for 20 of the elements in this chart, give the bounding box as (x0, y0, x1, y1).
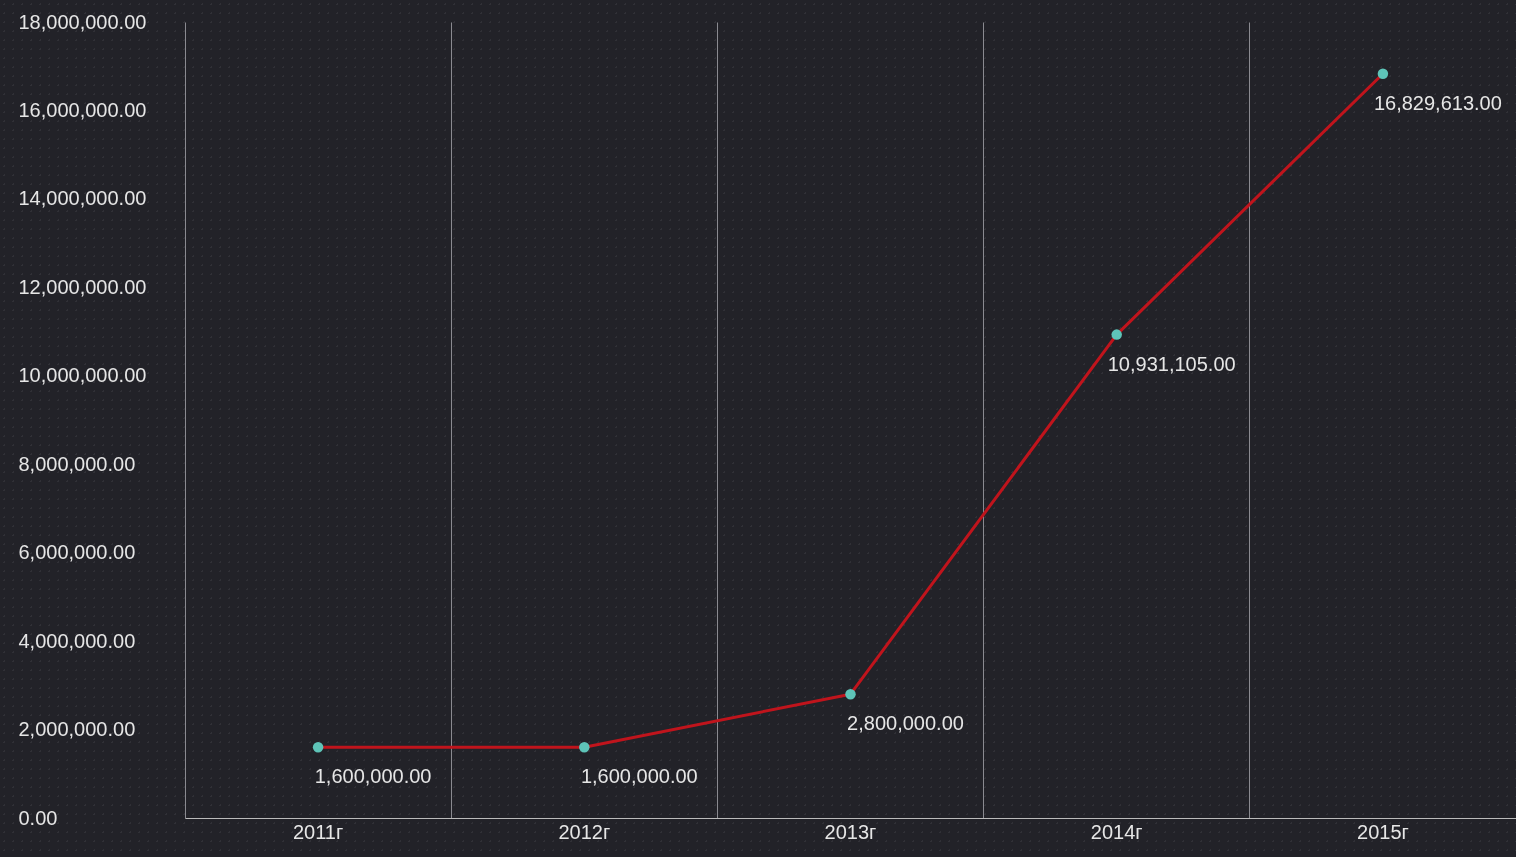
y-tick-label: 8,000,000.00 (18, 452, 136, 475)
y-tick-label: 12,000,000.00 (18, 275, 147, 298)
y-tick-label: 10,000,000.00 (18, 364, 147, 387)
data-label: 1,600,000.00 (314, 765, 432, 788)
y-tick-label: 16,000,000.00 (18, 98, 147, 121)
data-label: 16,829,613.00 (1373, 91, 1502, 114)
x-tick-label: 2013г (824, 820, 877, 843)
data-label: 10,931,105.00 (1107, 352, 1236, 375)
x-tick-label: 2015г (1357, 820, 1409, 843)
y-tick-label: 14,000,000.00 (18, 187, 147, 210)
data-label: 2,800,000.00 (847, 712, 964, 735)
x-tick-label: 2012г (558, 820, 611, 843)
x-tick-label: 2011г (292, 820, 344, 843)
y-tick-label: 2,000,000.00 (18, 718, 136, 741)
x-tick-label: 2014г (1090, 820, 1143, 843)
y-tick-label: 6,000,000.00 (18, 541, 136, 564)
y-tick-label: 4,000,000.00 (18, 629, 136, 652)
data-label: 1,600,000.00 (580, 765, 698, 788)
y-tick-label: 18,000,000.00 (18, 10, 147, 33)
y-tick-label: 0.00 (18, 806, 58, 829)
